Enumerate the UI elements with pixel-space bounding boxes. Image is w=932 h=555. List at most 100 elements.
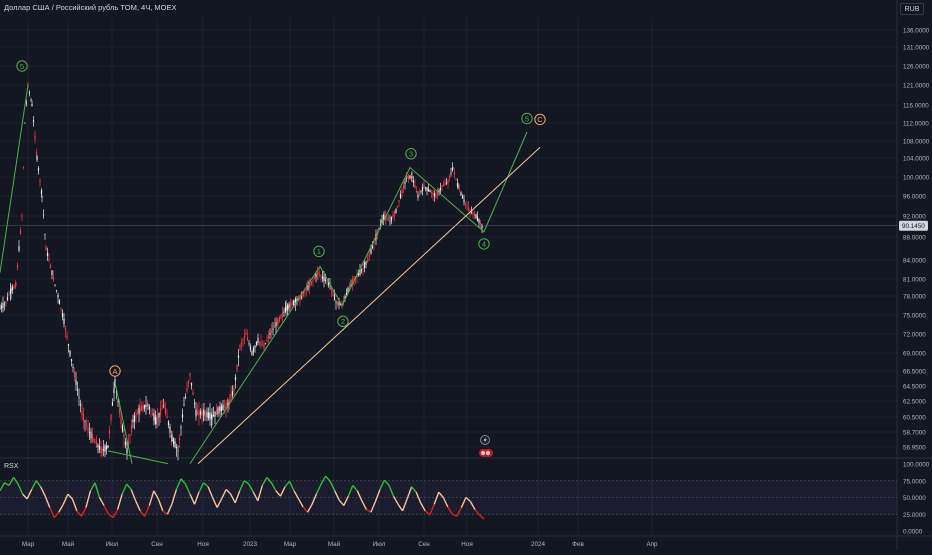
price-candle [291,302,293,306]
price-candle [174,441,176,448]
price-candle [82,413,85,421]
price-candle [124,441,127,446]
price-candle [411,176,413,178]
currency-button[interactable]: RUB [900,3,924,15]
rsx-line-segment [361,500,368,510]
price-axis-label: 126.0000 [903,64,930,71]
rsx-axis-label: 100.0000 [903,462,930,469]
price-candle [189,373,191,377]
price-candle [398,200,400,202]
elliott-wave-line [189,131,528,464]
rsx-line-segment [85,490,92,508]
price-candle [21,215,23,217]
price-candle [217,407,219,415]
rsx-line-segment [80,507,87,517]
price-candle [451,167,454,171]
price-candle [178,437,181,441]
price-candle [359,270,361,275]
rsx-line-segment [293,490,300,500]
price-candle [34,135,36,140]
price-candle [198,409,200,417]
price-candle [142,404,144,411]
price-candle [254,345,256,348]
price-candle [234,376,237,381]
price-candle [362,267,364,269]
rsx-line-segment [162,510,168,515]
time-axis-label: Фев [572,541,584,548]
price-candle [302,291,305,296]
price-candle [382,215,385,220]
price-candle [196,411,199,415]
time-axis-label: 2024 [531,541,546,548]
price-candle [129,435,131,437]
rsx-line-segment [31,480,37,490]
rsx-line-segment [198,482,205,493]
price-candle [15,284,17,286]
rsx-line-segment [112,509,119,518]
time-axis-label: 2023 [243,541,258,548]
price-candle [348,285,351,290]
price-candle [387,219,390,221]
price-candle [393,211,396,216]
price-candle [473,213,476,216]
price-candle [318,274,321,276]
price-candle [457,184,459,189]
price-candle [13,286,15,288]
price-candle [206,411,208,418]
price-candle [212,414,215,417]
price-candle [193,402,196,404]
rsx-line-segment [288,481,295,492]
rsx-line-segment [347,485,354,497]
price-candle [120,417,122,425]
price-candle [269,333,271,335]
rsx-line-segment [424,510,431,516]
price-candle [233,387,235,392]
price-candle [46,252,49,256]
price-candle [409,175,411,179]
price-candle [44,234,46,236]
price-candle [87,427,89,432]
price-candle [313,277,316,279]
price-candle [231,391,234,396]
price-candle [417,194,419,198]
price-candle [472,212,474,215]
price-axis-label: 108.0000 [903,139,930,146]
rsx-line-segment [479,514,485,520]
price-candle [32,120,35,123]
price-candle [267,335,270,339]
price-candle [448,176,451,179]
price-candle [220,405,223,411]
rsx-line-segment [175,478,182,490]
rsx-line-segment [411,486,417,493]
price-candle [175,446,178,449]
price-candle [48,259,50,261]
price-candle [461,195,464,199]
price-axis-label: 58.7000 [903,430,926,437]
wave-label-circle [337,315,349,328]
rsx-line-segment [420,502,426,512]
price-candle [186,387,188,392]
time-axis-label: Июл [106,541,119,548]
price-candle [309,283,311,286]
price-candle [470,212,473,213]
price-candle [123,434,125,438]
price-candle [16,264,19,268]
price-candle [167,421,170,426]
price-axis-label: 96.0000 [903,194,926,201]
price-candle [273,325,276,329]
price-candle [145,404,147,408]
rsx-line-segment [415,491,422,504]
rsx-line-segment [456,507,463,517]
rsx-axis-label: 50.0000 [903,495,926,502]
rsx-line-segment [207,486,214,498]
price-candle [183,404,185,406]
rsx-line-segment [257,485,264,502]
wave-label-circle [405,148,417,160]
price-candle [24,122,26,124]
news-badge-dot-icon [485,450,491,456]
price-axis-label: 112.0000 [903,121,929,128]
rsx-line-segment [26,489,33,500]
rsx-line-segment [44,495,51,508]
